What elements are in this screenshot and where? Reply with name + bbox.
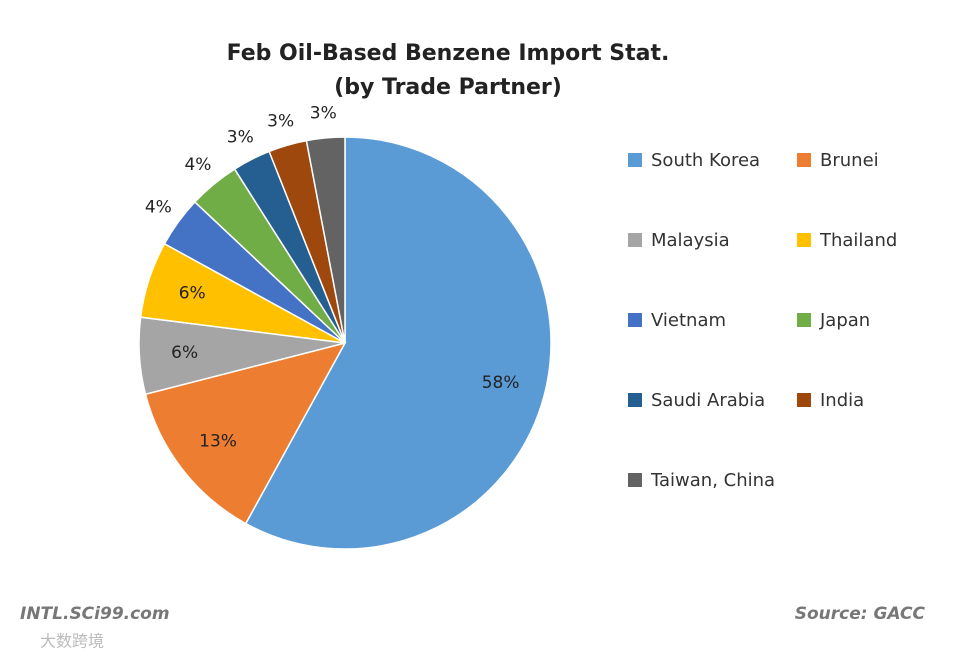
legend-swatch	[628, 153, 642, 167]
slice-label: 3%	[227, 127, 254, 147]
legend-label: Japan	[819, 310, 870, 331]
slice-label: 4%	[145, 197, 172, 217]
legend-swatch	[628, 233, 642, 247]
legend-swatch	[628, 393, 642, 407]
chart-title: Feb Oil-Based Benzene Import Stat.	[227, 41, 670, 66]
slice-label: 4%	[184, 155, 211, 175]
slice-label: 3%	[310, 103, 337, 123]
legend-label: India	[820, 390, 864, 411]
source-text: Source: GACC	[795, 604, 926, 624]
legend-swatch	[797, 393, 811, 407]
legend-swatch	[797, 313, 811, 327]
legend-label: Thailand	[819, 230, 897, 251]
pie-slice	[244, 136, 552, 550]
legend-label: Taiwan, China	[650, 470, 775, 491]
site-text: INTL.SCi99.com	[20, 604, 170, 624]
pie-slice	[144, 341, 347, 525]
legend-swatch	[628, 313, 642, 327]
watermark: 大数跨境	[40, 632, 104, 651]
pie-slice	[305, 136, 346, 344]
legend-label: Vietnam	[651, 310, 726, 331]
slice-label: 6%	[171, 343, 198, 363]
slice-label: 6%	[179, 283, 206, 303]
slice-label: 58%	[482, 373, 520, 393]
legend-swatch	[797, 153, 811, 167]
slice-label: 3%	[267, 111, 294, 131]
legend-label: Malaysia	[651, 230, 730, 251]
slice-label: 13%	[199, 431, 237, 451]
legend-label: Brunei	[820, 150, 879, 171]
legend-label: South Korea	[651, 150, 760, 171]
chart-subtitle: (by Trade Partner)	[334, 75, 562, 100]
legend-swatch	[628, 473, 642, 487]
legend-swatch	[797, 233, 811, 247]
legend-label: Saudi Arabia	[651, 390, 765, 411]
